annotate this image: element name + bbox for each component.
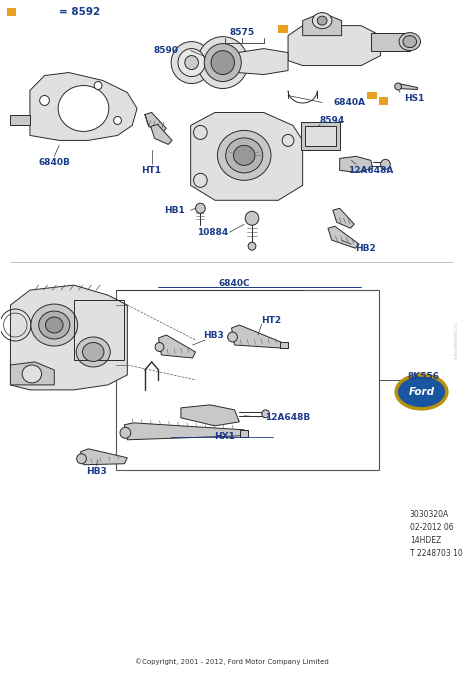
Ellipse shape: [317, 16, 327, 25]
Ellipse shape: [234, 146, 255, 165]
Polygon shape: [10, 285, 128, 390]
Bar: [367, 92, 377, 99]
Text: HT2: HT2: [262, 316, 282, 324]
Text: HB3: HB3: [203, 330, 223, 339]
Circle shape: [228, 332, 237, 342]
Text: 8594: 8594: [319, 116, 345, 125]
Polygon shape: [232, 325, 283, 348]
Ellipse shape: [46, 317, 63, 333]
Ellipse shape: [22, 365, 42, 383]
Polygon shape: [303, 13, 342, 35]
Circle shape: [94, 82, 102, 90]
Ellipse shape: [396, 375, 447, 409]
Ellipse shape: [399, 33, 420, 50]
Ellipse shape: [178, 48, 205, 77]
Ellipse shape: [82, 343, 104, 362]
Circle shape: [77, 454, 86, 464]
Circle shape: [40, 95, 49, 105]
Text: 6840B: 6840B: [38, 158, 70, 167]
Polygon shape: [158, 335, 195, 358]
Text: 8575: 8575: [230, 28, 255, 37]
Circle shape: [114, 116, 121, 124]
Text: Ford: Ford: [409, 387, 435, 397]
Polygon shape: [191, 112, 303, 201]
Circle shape: [155, 343, 164, 352]
Ellipse shape: [204, 44, 241, 82]
Polygon shape: [81, 449, 128, 464]
Bar: [379, 97, 388, 105]
Ellipse shape: [312, 13, 332, 29]
Circle shape: [262, 410, 270, 418]
Text: HB3: HB3: [86, 467, 107, 476]
Polygon shape: [145, 112, 166, 133]
Polygon shape: [181, 405, 239, 426]
Text: 10884: 10884: [197, 228, 228, 237]
Text: HX1: HX1: [214, 432, 235, 441]
Polygon shape: [398, 84, 418, 90]
Ellipse shape: [39, 311, 70, 339]
Ellipse shape: [198, 37, 248, 88]
Text: 6840C: 6840C: [219, 279, 250, 288]
Ellipse shape: [31, 304, 78, 346]
Circle shape: [282, 135, 294, 146]
Bar: [278, 24, 288, 33]
Polygon shape: [237, 48, 288, 75]
Polygon shape: [10, 362, 54, 385]
Ellipse shape: [226, 138, 263, 173]
Polygon shape: [151, 124, 172, 144]
Circle shape: [245, 211, 259, 225]
Bar: [7, 7, 16, 16]
Ellipse shape: [211, 50, 235, 75]
Text: T 2248703 10: T 2248703 10: [410, 549, 463, 558]
Circle shape: [193, 125, 207, 139]
Text: HT1: HT1: [142, 166, 162, 175]
Text: HB2: HB2: [356, 243, 376, 253]
Text: 14HDEZ: 14HDEZ: [410, 536, 441, 545]
Text: 8590: 8590: [154, 46, 179, 55]
Text: 8K556: 8K556: [408, 373, 440, 381]
Text: 12A648A: 12A648A: [348, 166, 393, 175]
Polygon shape: [333, 208, 354, 228]
Polygon shape: [124, 423, 244, 440]
Bar: [116, 290, 379, 470]
Circle shape: [381, 159, 390, 169]
Ellipse shape: [403, 35, 417, 48]
Text: ©Copyright, 2001 - 2012, Ford Motor Company Limited: ©Copyright, 2001 - 2012, Ford Motor Comp…: [135, 658, 328, 664]
Circle shape: [193, 173, 207, 187]
Text: HB1: HB1: [164, 206, 184, 215]
Bar: [305, 126, 336, 146]
Text: = 8592: = 8592: [59, 7, 100, 17]
Polygon shape: [30, 73, 137, 140]
Ellipse shape: [171, 41, 212, 84]
Text: autowheels.ru: autowheels.ru: [454, 320, 459, 360]
Polygon shape: [340, 156, 373, 172]
Polygon shape: [288, 26, 381, 65]
Circle shape: [195, 203, 205, 214]
Text: HS1: HS1: [404, 94, 425, 103]
Bar: [240, 430, 248, 437]
Polygon shape: [10, 116, 30, 125]
Bar: [301, 122, 340, 150]
Circle shape: [395, 83, 401, 90]
Polygon shape: [371, 33, 410, 50]
Bar: [74, 300, 124, 360]
Ellipse shape: [218, 131, 271, 180]
Circle shape: [120, 427, 131, 439]
Polygon shape: [328, 226, 359, 248]
Text: 12A648B: 12A648B: [265, 413, 310, 422]
Text: 6840A: 6840A: [333, 98, 365, 107]
Text: 3030320A: 3030320A: [410, 510, 449, 519]
Ellipse shape: [76, 337, 110, 367]
Bar: [280, 342, 288, 348]
Text: 02-2012 06: 02-2012 06: [410, 523, 454, 532]
Ellipse shape: [58, 86, 109, 131]
Ellipse shape: [185, 56, 199, 69]
Circle shape: [248, 242, 256, 250]
